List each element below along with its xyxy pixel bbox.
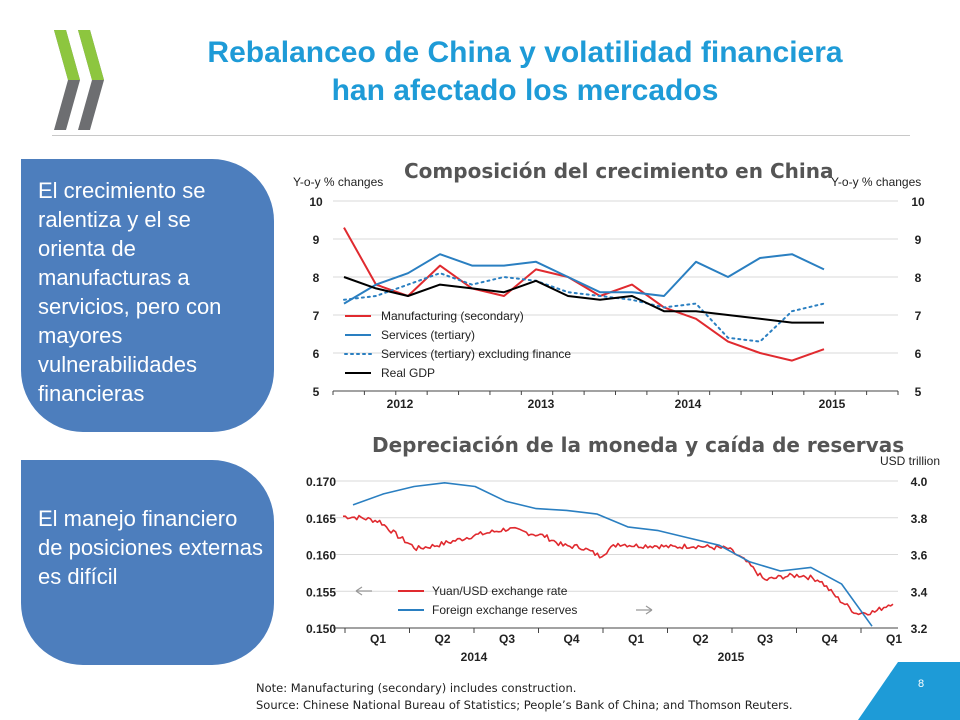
yuan-series-line — [342, 514, 894, 616]
growth-chart-year-label: 2014 — [675, 397, 702, 411]
currency-chart-ytick-right: 3.8 — [911, 512, 928, 526]
currency-chart-year-label: 2015 — [718, 650, 745, 664]
currency-legend-label: Foreign exchange reserves — [432, 603, 577, 617]
currency-chart-quarter-label: Q2 — [434, 632, 450, 646]
page-number-shape — [858, 662, 960, 720]
growth-chart-ytick-right: 8 — [915, 271, 922, 285]
right-axis-arrow-icon — [636, 605, 653, 615]
growth-legend-label: Real GDP — [381, 366, 435, 380]
growth-chart-ytick-left: 9 — [313, 233, 320, 247]
slide-title: Rebalanceo de China y volatilidad financ… — [120, 34, 930, 110]
growth-legend-label: Manufacturing (secondary) — [381, 309, 524, 323]
currency-legend-label: Yuan/USD exchange rate — [432, 584, 568, 598]
slide-title-line2: han afectado los mercados — [331, 74, 719, 107]
slide-title-line1: Rebalanceo de China y volatilidad financ… — [207, 36, 843, 69]
note-line: Note: Manufacturing (secondary) includes… — [256, 681, 577, 695]
notes: Note: Manufacturing (secondary) includes… — [256, 680, 793, 714]
growth-series-line — [343, 253, 825, 305]
growth-chart-ytick-right: 6 — [915, 347, 922, 361]
growth-chart-ytick-left: 7 — [313, 309, 320, 323]
external-positions-text: El manejo financiero de posiciones exter… — [38, 506, 264, 589]
external-positions-panel: El manejo financiero de posiciones exter… — [21, 460, 274, 665]
growth-chart-ytick-right: 10 — [911, 195, 925, 209]
currency-chart-ylabel-right: USD trillion — [880, 454, 940, 468]
growth-chart-ytick-left: 5 — [313, 385, 320, 399]
currency-chart-ytick-left: 0.165 — [306, 512, 336, 526]
currency-chart-quarter-label: Q2 — [692, 632, 708, 646]
currency-chart-ytick-left: 0.155 — [306, 585, 336, 599]
currency-chart-quarter-label: Q1 — [886, 632, 902, 646]
growth-chart-ylabel-left: Y-o-y % changes — [293, 175, 383, 189]
currency-chart-ytick-left: 0.170 — [306, 475, 336, 489]
currency-chart-ytick-left: 0.160 — [306, 549, 336, 563]
title-divider — [52, 135, 910, 136]
reserves-series-line — [352, 481, 873, 627]
growth-chart-ytick-left: 6 — [313, 347, 320, 361]
growth-chart-ytick-right: 5 — [915, 385, 922, 399]
currency-chart-ytick-right: 3.6 — [911, 549, 928, 563]
currency-chart-ytick-right: 3.4 — [911, 585, 928, 599]
growth-legend-label: Services (tertiary) — [381, 328, 475, 342]
growth-chart-title: Composición del crecimiento en China — [404, 159, 834, 183]
growth-chart-year-label: 2013 — [528, 397, 555, 411]
growth-chart-year-label: 2012 — [387, 397, 414, 411]
growth-summary-panel: El crecimiento se ralentiza y el se orie… — [21, 159, 274, 432]
growth-series-line — [343, 276, 824, 324]
currency-chart-ytick-right: 4.0 — [911, 475, 928, 489]
growth-chart-ytick-right: 9 — [915, 233, 922, 247]
growth-series-line — [343, 227, 825, 362]
currency-chart-title: Depreciación de la moneda y caída de res… — [372, 433, 905, 457]
currency-chart-ytick-right: 3.2 — [911, 622, 928, 636]
growth-chart-ytick-right: 7 — [915, 309, 922, 323]
currency-chart-quarter-label: Q3 — [499, 632, 515, 646]
growth-summary-text: El crecimiento se ralentiza y el se orie… — [38, 178, 222, 406]
growth-chart-ylabel-right: Y-o-y % changes — [831, 175, 921, 189]
growth-legend-label: Services (tertiary) excluding finance — [381, 347, 571, 361]
oecd-chevron-logo-icon — [54, 30, 104, 130]
currency-chart-quarter-label: Q4 — [563, 632, 579, 646]
currency-chart-quarter-label: Q4 — [821, 632, 837, 646]
currency-chart-quarter-label: Q1 — [370, 632, 386, 646]
page-number: 8 — [918, 678, 925, 690]
growth-series-line — [343, 272, 825, 343]
growth-chart-year-label: 2015 — [819, 397, 846, 411]
currency-chart-year-label: 2014 — [461, 650, 488, 664]
growth-chart-ytick-left: 10 — [309, 195, 323, 209]
source-line: Source: Chinese National Bureau of Stati… — [256, 698, 793, 712]
currency-chart-quarter-label: Q3 — [757, 632, 773, 646]
growth-chart-ytick-left: 8 — [313, 271, 320, 285]
currency-chart-ytick-left: 0.150 — [306, 622, 336, 636]
currency-chart-quarter-label: Q1 — [628, 632, 644, 646]
left-axis-arrow-icon — [355, 586, 372, 596]
